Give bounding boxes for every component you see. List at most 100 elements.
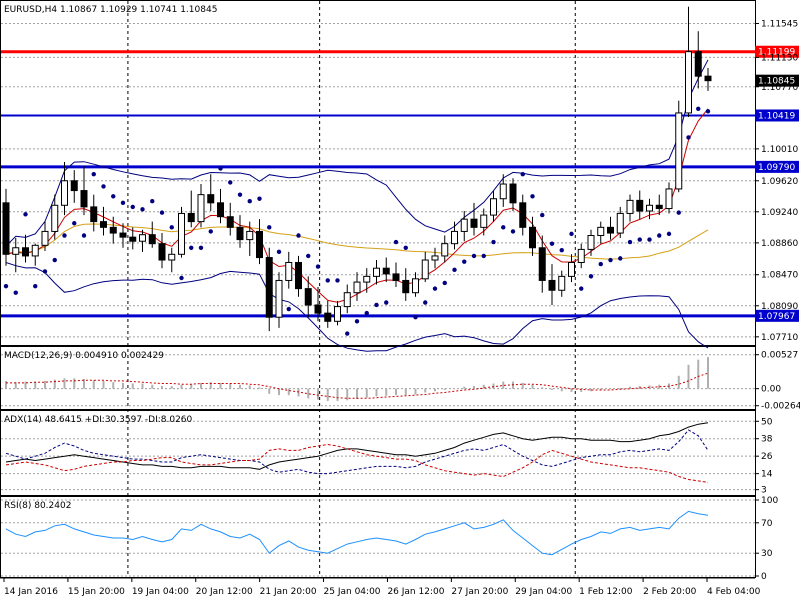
sar-dot	[345, 331, 350, 336]
sar-dot	[618, 256, 623, 261]
main-pane[interactable]	[0, 0, 756, 346]
price-axes: 1.11545 1.11130 1.10770 1.10010 1.09620 1.092…	[755, 19, 800, 582]
sar-dot	[325, 278, 330, 283]
sar-dot	[72, 221, 77, 226]
adx-tick-label: 26	[761, 452, 773, 462]
candle-body	[265, 257, 273, 318]
sar-dot	[208, 229, 213, 234]
sar-dot	[218, 166, 223, 171]
sar-dot	[462, 259, 467, 264]
main-tick-label: 1.08860	[761, 239, 798, 249]
sar-dot	[306, 253, 311, 259]
candle-body	[412, 278, 419, 294]
sar-dot	[130, 204, 135, 210]
sar-dot	[559, 248, 564, 253]
time-label: 25 Jan 04:00	[324, 587, 381, 597]
grid	[1, 22, 755, 577]
sar-dot	[33, 283, 38, 289]
horizontal-levels[interactable]: 1.11199 1.10419 1.09790 1.07967 1.10845	[1, 45, 799, 322]
candle-body	[519, 202, 527, 228]
adx-pane[interactable]	[0, 410, 756, 496]
time-label: 14 Jan 2016	[4, 587, 58, 597]
level-label-box	[755, 309, 799, 322]
adx-tick-label: 14	[761, 470, 773, 480]
candle-body	[197, 194, 205, 223]
session-separators	[127, 1, 576, 577]
sar-dot	[403, 245, 408, 250]
main-tick-label: 1.08470	[761, 271, 798, 281]
level-label-box	[755, 45, 799, 58]
candles	[2, 6, 712, 352]
candle-body	[460, 218, 468, 232]
sar-dot	[315, 264, 321, 269]
rsi-tick-label: 100	[761, 496, 778, 506]
candle-body	[607, 226, 614, 234]
macd-header: MACD(12,26,9) 0.004910 0.002429	[4, 351, 164, 361]
adx-tick-label: 38	[761, 435, 773, 445]
main-tick-label: 1.10770	[761, 83, 798, 93]
sar-dot	[637, 237, 642, 242]
sar-dot	[169, 225, 174, 230]
bollinger-upper	[5, 59, 709, 247]
candle-body	[480, 214, 488, 228]
time-label: 19 Jan 04:00	[132, 587, 189, 597]
main-tick-label: 1.08090	[761, 302, 798, 312]
rsi-pane[interactable]	[0, 496, 756, 578]
time-label: 4 Feb 04:00	[707, 587, 761, 597]
macd-pane[interactable]	[0, 346, 756, 410]
candle-body	[324, 312, 332, 322]
candle-body	[646, 204, 653, 212]
sar-dot	[364, 310, 369, 316]
sar-dot	[676, 210, 681, 215]
sar-dot	[520, 172, 525, 177]
adx-tick-label: 50	[761, 417, 773, 427]
minus-di-line	[5, 443, 709, 483]
sar-dot	[705, 109, 711, 114]
time-label: 1 Feb 12:00	[579, 587, 633, 597]
candle-body	[51, 204, 59, 232]
sar-dot	[42, 269, 48, 274]
sar-dot	[179, 275, 184, 281]
candle-body	[694, 51, 702, 77]
sar-dot	[23, 212, 28, 217]
bollinger-lower	[5, 262, 709, 352]
candle-body	[217, 202, 224, 218]
candle-body	[431, 255, 439, 261]
candle-body	[558, 275, 566, 291]
time-label: 15 Jan 20:00	[68, 587, 125, 597]
rsi-tick-label: 0	[761, 572, 767, 582]
candle-body	[187, 212, 195, 223]
sar-dot	[491, 239, 496, 245]
level-label-box	[755, 160, 799, 173]
sar-dot	[189, 245, 194, 250]
main-tick-label: 1.11130	[761, 53, 798, 63]
rsi-series	[5, 510, 709, 556]
sar-dot	[657, 233, 662, 238]
candle-body	[285, 261, 293, 281]
adx-header: ADX(14) 48.6415 +DI:30.3597 -DI:8.0260	[4, 415, 193, 425]
sar-dot	[647, 237, 652, 242]
time-label: 26 Jan 12:00	[387, 587, 444, 597]
candle-body	[392, 273, 400, 281]
main-tick-label: 1.09240	[761, 208, 798, 218]
candle-body	[100, 221, 107, 228]
sar-dot	[608, 257, 613, 263]
candle-body	[226, 216, 234, 228]
sar-dot	[354, 319, 360, 324]
candle-body	[451, 230, 458, 245]
sar-dot	[296, 233, 301, 238]
candle-body	[382, 267, 390, 275]
sar-dot	[120, 200, 126, 206]
rsi-line	[5, 510, 709, 556]
macd-tick-label: 0.00527	[761, 351, 798, 361]
candle-body	[168, 253, 176, 261]
sar-dot	[267, 225, 272, 230]
sar-dot	[257, 196, 262, 201]
candle-body	[548, 279, 556, 291]
sar-dot	[335, 278, 340, 283]
sar-dot	[666, 231, 672, 237]
sar-dot	[627, 239, 633, 245]
candle-body	[256, 230, 263, 259]
sar-dot	[111, 194, 116, 199]
